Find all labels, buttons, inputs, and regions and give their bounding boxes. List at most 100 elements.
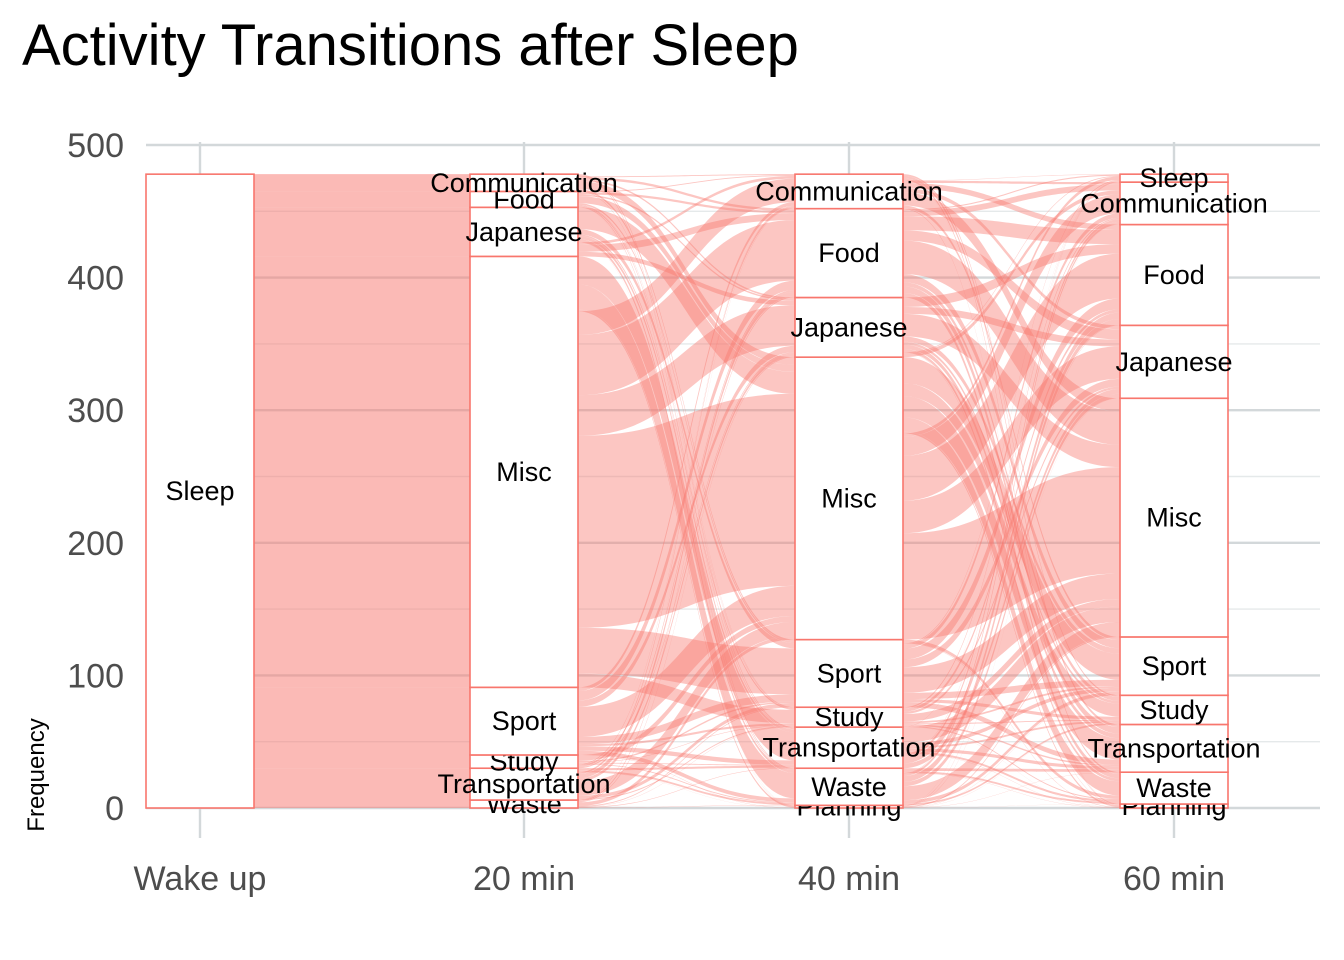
flow-ribbon bbox=[578, 706, 795, 807]
flow-ribbon bbox=[578, 280, 795, 701]
flow-ribbon bbox=[578, 242, 795, 806]
flow-ribbons bbox=[254, 174, 1120, 808]
stratum-box bbox=[469, 206, 579, 258]
y-tick-label: 200 bbox=[67, 525, 124, 563]
flow-ribbon bbox=[578, 765, 795, 771]
flow-ribbon bbox=[578, 239, 795, 774]
flow-ribbon bbox=[903, 221, 1120, 777]
chart-title: Activity Transitions after Sleep bbox=[22, 13, 799, 78]
x-tick-label: 40 min bbox=[798, 860, 900, 898]
flow-ribbon bbox=[578, 725, 795, 763]
flow-ribbon bbox=[903, 725, 1120, 800]
flow-ribbon bbox=[578, 804, 795, 808]
stratum-label: Sleep bbox=[165, 476, 234, 506]
stratum-label: Misc bbox=[496, 457, 552, 487]
flow-ribbon bbox=[903, 341, 1120, 704]
flow-ribbon bbox=[903, 642, 1120, 808]
flow-ribbon bbox=[578, 702, 795, 800]
flow-ribbon bbox=[578, 204, 795, 709]
x-axis: Wake up 20 min 40 min 60 min bbox=[134, 860, 1225, 898]
stratum-box bbox=[1119, 636, 1229, 697]
flow-ribbon bbox=[903, 298, 1120, 660]
flow-ribbon bbox=[578, 174, 795, 178]
flow-ribbon bbox=[903, 357, 1120, 680]
flow-ribbon bbox=[578, 189, 795, 642]
flow-ribbon bbox=[903, 230, 1120, 340]
flow-ribbon bbox=[903, 174, 1120, 181]
flow-ribbon bbox=[903, 724, 1120, 767]
flow-ribbon bbox=[578, 352, 795, 769]
flow-ribbon bbox=[903, 431, 1120, 807]
flow-ribbon bbox=[903, 695, 1120, 808]
flow-ribbon bbox=[578, 208, 795, 801]
flow-ribbon bbox=[254, 754, 470, 769]
flow-ribbon bbox=[903, 635, 1120, 808]
flow-ribbon bbox=[578, 725, 795, 801]
flow-ribbon bbox=[578, 701, 795, 763]
flow-ribbon bbox=[578, 206, 795, 771]
stratum-label: Misc bbox=[821, 483, 877, 513]
flow-ribbon bbox=[903, 344, 1120, 739]
flow-ribbon bbox=[903, 219, 1120, 757]
flow-ribbon bbox=[578, 627, 795, 695]
flow-ribbon bbox=[903, 686, 1120, 724]
flow-ribbon bbox=[903, 771, 1120, 804]
flow-ribbon bbox=[903, 621, 1120, 801]
flow-ribbon bbox=[578, 770, 795, 805]
flow-ribbon bbox=[578, 205, 795, 730]
flow-ribbon bbox=[903, 393, 1120, 787]
flow-ribbon bbox=[578, 205, 795, 766]
flow-ribbon bbox=[254, 174, 470, 192]
flow-ribbon bbox=[903, 702, 1120, 765]
flow-ribbon bbox=[578, 207, 795, 806]
flow-ribbon bbox=[254, 191, 470, 208]
flow-ribbon bbox=[903, 216, 1120, 245]
stratum-label: Japanese bbox=[1115, 347, 1232, 377]
flow-ribbon bbox=[578, 763, 795, 804]
flow-ribbon bbox=[903, 679, 1120, 700]
flow-ribbon bbox=[903, 175, 1120, 728]
stratum-box bbox=[1119, 324, 1229, 400]
flow-ribbon bbox=[578, 256, 795, 761]
flow-ribbon bbox=[578, 305, 795, 436]
flow-ribbon bbox=[903, 378, 1120, 668]
flow-ribbon bbox=[578, 296, 795, 802]
flow-ribbon bbox=[578, 621, 795, 796]
flow-ribbon bbox=[903, 748, 1120, 770]
flow-ribbon bbox=[578, 772, 795, 808]
stratum-box bbox=[794, 207, 904, 299]
y-tick-label: 100 bbox=[67, 657, 124, 695]
flow-ribbon bbox=[578, 754, 795, 808]
flow-ribbon bbox=[578, 174, 795, 729]
flow-ribbon bbox=[578, 585, 795, 737]
stratum-box bbox=[1119, 173, 1229, 183]
flow-ribbon bbox=[903, 319, 1120, 782]
flow-ribbon bbox=[903, 722, 1120, 806]
flow-ribbon bbox=[903, 176, 1120, 437]
flow-ribbon bbox=[578, 726, 795, 808]
flow-ribbon bbox=[903, 309, 1120, 712]
flow-ribbon bbox=[578, 178, 795, 335]
flow-ribbon bbox=[903, 253, 1120, 501]
flow-ribbon bbox=[903, 306, 1120, 347]
flow-ribbon bbox=[903, 178, 1120, 774]
flow-ribbon bbox=[578, 694, 795, 745]
flow-ribbon bbox=[578, 192, 795, 214]
flow-ribbon bbox=[578, 202, 795, 692]
x-tick-label: 20 min bbox=[473, 860, 575, 898]
stratum-label: Japanese bbox=[465, 217, 582, 247]
x-tick-label: 60 min bbox=[1123, 860, 1225, 898]
flow-ribbon bbox=[578, 196, 795, 372]
y-tick-label: 400 bbox=[67, 260, 124, 298]
flow-ribbon bbox=[903, 174, 1120, 697]
flow-ribbon bbox=[903, 175, 1120, 354]
flow-ribbon bbox=[903, 803, 1120, 808]
flow-ribbon bbox=[903, 726, 1120, 808]
flow-ribbon bbox=[578, 234, 795, 710]
stratum-label: Sleep bbox=[1139, 163, 1208, 193]
stratum-box bbox=[794, 638, 904, 709]
flow-ribbon bbox=[903, 190, 1120, 358]
flow-ribbon bbox=[903, 205, 1120, 641]
flow-ribbon bbox=[903, 293, 1120, 779]
flow-ribbon bbox=[903, 183, 1120, 231]
